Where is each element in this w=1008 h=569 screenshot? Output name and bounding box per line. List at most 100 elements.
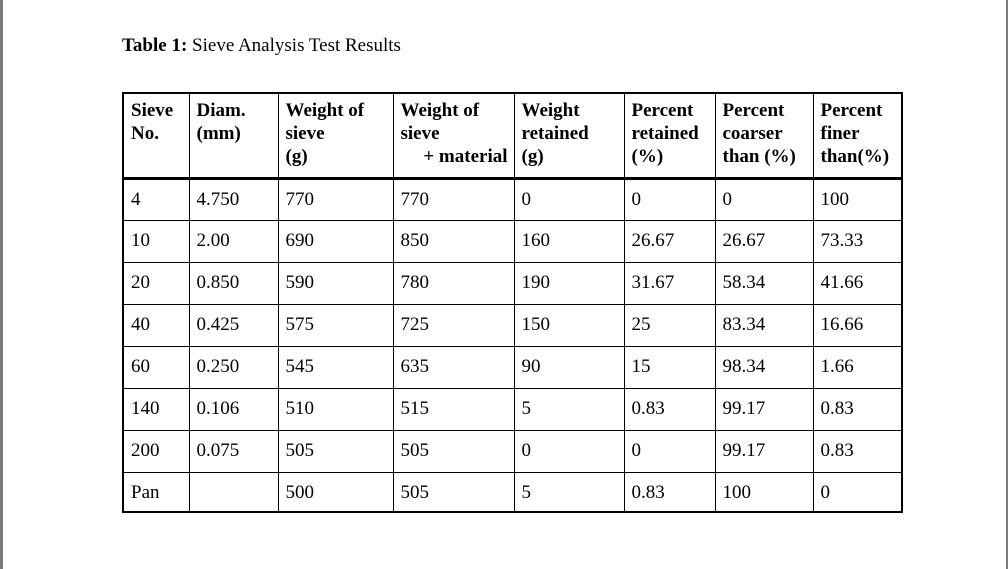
- header-percent-coarser: Percent coarser than (%): [714, 92, 814, 179]
- cell-percent-finer: 41.66: [812, 261, 903, 305]
- header-line: coarser: [722, 123, 783, 144]
- cell-diameter: 0.250: [188, 345, 279, 389]
- cell-sieve-no: 60: [122, 345, 190, 389]
- header-percent-finer: Percent finer than(%): [812, 92, 903, 179]
- table-row: 4 4.750 770 770 0 0 0 100: [122, 177, 903, 221]
- header-line: (g): [285, 146, 308, 167]
- table-body: 4 4.750 770 770 0 0 0 100 10 2.00 690 85…: [122, 177, 903, 513]
- cell-diameter: 0.106: [188, 387, 279, 431]
- header-line: sieve: [400, 123, 440, 144]
- header-line: than(%): [820, 146, 890, 167]
- cell-percent-retained: 0.83: [623, 387, 716, 431]
- header-line: Diam.: [196, 100, 246, 121]
- cell-weight-sieve: 505: [277, 429, 394, 473]
- header-line: Weight of: [400, 100, 480, 121]
- header-line: Percent: [631, 100, 694, 121]
- cell-weight-retained: 5: [513, 471, 625, 513]
- cell-percent-coarser: 99.17: [714, 387, 814, 431]
- cell-weight-sieve-material: 780: [392, 261, 515, 305]
- header-line: (mm): [196, 123, 241, 144]
- table-caption-text: Sieve Analysis Test Results: [187, 35, 401, 56]
- table-row: 60 0.250 545 635 90 15 98.34 1.66: [122, 345, 903, 389]
- header-line: Weight of: [285, 100, 365, 121]
- cell-sieve-no: 200: [122, 429, 190, 473]
- cell-weight-sieve: 510: [277, 387, 394, 431]
- cell-percent-retained: 25: [623, 303, 716, 347]
- cell-percent-finer: 16.66: [812, 303, 903, 347]
- cell-percent-coarser: 26.67: [714, 219, 814, 263]
- viewer-right-border: [1006, 0, 1008, 569]
- header-sieve-no: Sieve No.: [122, 92, 190, 179]
- table-header: Sieve No. Diam. (mm) Weight of sieve (g)…: [122, 92, 903, 179]
- header-weight-of-sieve-material: Weight of sieve + material: [392, 92, 515, 179]
- cell-sieve-no: Pan: [122, 471, 190, 513]
- cell-sieve-no: 4: [122, 177, 190, 221]
- header-line: No.: [131, 123, 159, 144]
- table-row: 10 2.00 690 850 160 26.67 26.67 73.33: [122, 219, 903, 263]
- cell-diameter: [188, 471, 279, 513]
- cell-weight-sieve: 575: [277, 303, 394, 347]
- cell-weight-retained: 190: [513, 261, 625, 305]
- header-line: Percent: [722, 100, 785, 121]
- header-line: retained: [631, 123, 699, 144]
- cell-weight-retained: 5: [513, 387, 625, 431]
- cell-sieve-no: 40: [122, 303, 190, 347]
- cell-percent-coarser: 0: [714, 177, 814, 221]
- cell-weight-sieve-material: 770: [392, 177, 515, 221]
- table-caption: Table 1: Sieve Analysis Test Results: [122, 34, 401, 58]
- header-row: Sieve No. Diam. (mm) Weight of sieve (g)…: [122, 92, 903, 179]
- cell-percent-retained: 26.67: [623, 219, 716, 263]
- cell-diameter: 0.850: [188, 261, 279, 305]
- header-percent-retained: Percent retained (%): [623, 92, 716, 179]
- cell-percent-finer: 0.83: [812, 429, 903, 473]
- cell-percent-finer: 0: [812, 471, 903, 513]
- table-caption-label: Table 1:: [122, 35, 188, 56]
- table-row: Pan 500 505 5 0.83 100 0: [122, 471, 903, 513]
- cell-weight-sieve: 690: [277, 219, 394, 263]
- cell-percent-coarser: 58.34: [714, 261, 814, 305]
- cell-weight-retained: 150: [513, 303, 625, 347]
- cell-weight-retained: 0: [513, 177, 625, 221]
- cell-weight-retained: 160: [513, 219, 625, 263]
- cell-percent-finer: 100: [812, 177, 903, 221]
- header-weight-retained: Weight retained (g): [513, 92, 625, 179]
- cell-percent-coarser: 99.17: [714, 429, 814, 473]
- cell-weight-sieve-material: 635: [392, 345, 515, 389]
- header-diameter: Diam. (mm): [188, 92, 279, 179]
- cell-weight-sieve-material: 725: [392, 303, 515, 347]
- header-line: (g): [521, 146, 544, 167]
- header-line: Percent: [820, 100, 883, 121]
- cell-sieve-no: 140: [122, 387, 190, 431]
- cell-diameter: 0.425: [188, 303, 279, 347]
- cell-percent-retained: 15: [623, 345, 716, 389]
- cell-weight-sieve-material: 505: [392, 429, 515, 473]
- cell-percent-coarser: 100: [714, 471, 814, 513]
- cell-weight-sieve-material: 515: [392, 387, 515, 431]
- header-line: Sieve: [131, 100, 174, 121]
- header-weight-of-sieve: Weight of sieve (g): [277, 92, 394, 179]
- cell-weight-sieve: 545: [277, 345, 394, 389]
- cell-diameter: 0.075: [188, 429, 279, 473]
- header-line: + material: [423, 146, 508, 167]
- cell-percent-retained: 0: [623, 177, 716, 221]
- cell-percent-coarser: 98.34: [714, 345, 814, 389]
- cell-percent-retained: 0.83: [623, 471, 716, 513]
- cell-percent-finer: 1.66: [812, 345, 903, 389]
- cell-sieve-no: 20: [122, 261, 190, 305]
- cell-percent-finer: 73.33: [812, 219, 903, 263]
- header-line: retained: [521, 123, 589, 144]
- cell-weight-sieve-material: 505: [392, 471, 515, 513]
- table-row: 20 0.850 590 780 190 31.67 58.34 41.66: [122, 261, 903, 305]
- cell-percent-finer: 0.83: [812, 387, 903, 431]
- table-row: 140 0.106 510 515 5 0.83 99.17 0.83: [122, 387, 903, 431]
- viewer-left-border: [0, 0, 3, 569]
- header-line: sieve: [285, 123, 325, 144]
- cell-weight-sieve: 590: [277, 261, 394, 305]
- table-row: 200 0.075 505 505 0 0 99.17 0.83: [122, 429, 903, 473]
- cell-diameter: 2.00: [188, 219, 279, 263]
- cell-percent-retained: 31.67: [623, 261, 716, 305]
- cell-weight-sieve: 500: [277, 471, 394, 513]
- cell-percent-coarser: 83.34: [714, 303, 814, 347]
- header-line: Weight: [521, 100, 580, 121]
- header-line: than (%): [722, 146, 796, 167]
